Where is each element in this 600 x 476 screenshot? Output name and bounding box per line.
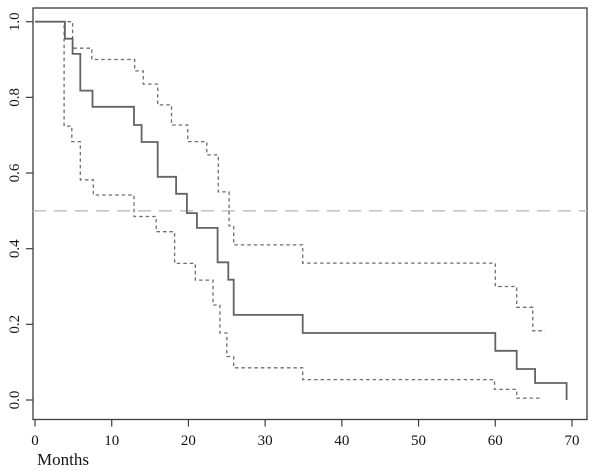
ci-lower-curve	[35, 21, 540, 399]
y-tick-label: 0.0	[7, 391, 23, 410]
y-tick-label: 0.8	[7, 88, 23, 107]
x-tick-label: 70	[564, 433, 579, 449]
x-tick-label: 50	[411, 433, 426, 449]
x-tick-label: 40	[334, 433, 349, 449]
km-estimate-curve	[35, 20, 568, 400]
y-tick-label: 0.4	[7, 239, 23, 258]
y-tick-label: 1.0	[7, 12, 23, 31]
x-axis-title: Months	[37, 450, 89, 469]
x-tick-label: 10	[104, 433, 119, 449]
x-axis-ticks: 0 10 20 30 40 50 60 70	[31, 419, 579, 449]
plot-frame	[32, 7, 588, 421]
x-tick-label: 60	[488, 433, 503, 449]
y-axis-ticks: 0.0 0.2 0.4 0.6 0.8 1.0	[7, 12, 33, 409]
x-tick-label: 0	[31, 433, 39, 449]
ci-upper-curve	[35, 21, 546, 332]
y-tick-label: 0.2	[7, 315, 23, 334]
x-tick-label: 30	[258, 433, 273, 449]
x-tick-label: 20	[181, 433, 196, 449]
y-tick-label: 0.6	[7, 163, 23, 182]
